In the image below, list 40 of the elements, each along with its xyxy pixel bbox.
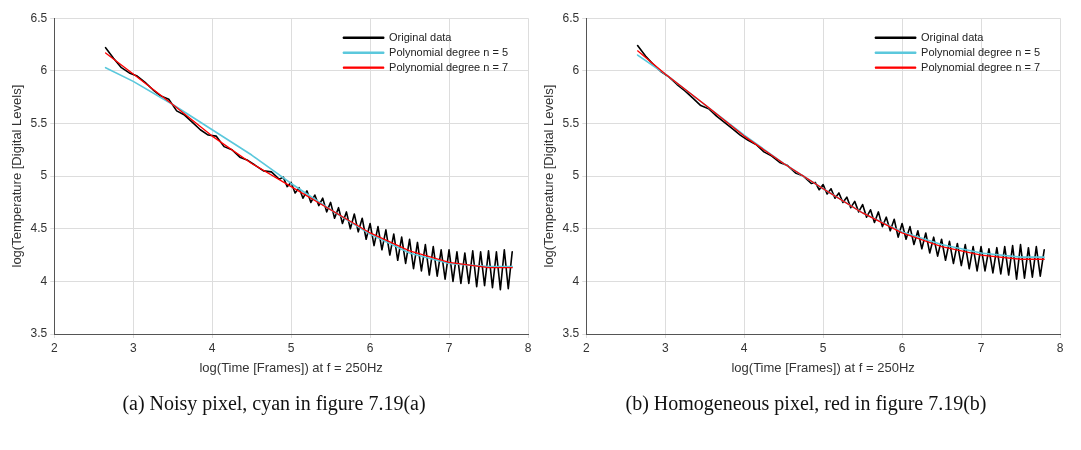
x-tick-label: 6 xyxy=(898,340,906,355)
y-tick-label: 6 xyxy=(572,63,580,78)
x-axis-title: log(Time [Frames]) at f = 250Hz xyxy=(199,359,383,375)
legend-label: Polynomial degree n = 5 xyxy=(921,45,1040,58)
y-axis-title: log(Temperature [Digital Levels] xyxy=(541,84,557,268)
legend-label: Polynomial degree n = 7 xyxy=(921,60,1040,73)
y-tick-label: 4.5 xyxy=(30,221,48,236)
legend-label: Polynomial degree n = 5 xyxy=(389,45,508,58)
y-tick-label: 5 xyxy=(572,168,580,183)
y-tick-label: 5 xyxy=(40,168,48,183)
legend-label: Polynomial degree n = 7 xyxy=(389,60,508,73)
x-tick-label: 3 xyxy=(129,340,137,355)
x-tick-label: 2 xyxy=(50,340,58,355)
x-tick-label: 7 xyxy=(977,340,985,355)
x-tick-label: 5 xyxy=(819,340,827,355)
y-tick-label: 4 xyxy=(572,273,580,288)
y-tick-label: 6 xyxy=(40,63,48,78)
legend-label: Original data xyxy=(921,30,985,43)
y-axis-title: log(Temperature [Digital Levels] xyxy=(9,84,25,268)
x-tick-label: 8 xyxy=(524,340,532,355)
y-tick-label: 4 xyxy=(40,273,48,288)
text: (b) Homogeneous pixel, red in figure 7.19(b) xyxy=(625,392,987,415)
y-tick-label: 3.5 xyxy=(30,326,48,341)
x-tick-label: 4 xyxy=(208,340,216,355)
y-tick-label: 4.5 xyxy=(562,221,580,236)
y-tick-label: 5.5 xyxy=(562,115,580,130)
x-tick-label: 2 xyxy=(582,340,590,355)
x-tick-label: 6 xyxy=(366,340,374,355)
y-tick-label: 6.5 xyxy=(30,10,48,25)
y-tick-label: 5.5 xyxy=(30,115,48,130)
x-tick-label: 8 xyxy=(1056,340,1064,355)
x-tick-label: 7 xyxy=(445,340,453,355)
x-tick-label: 3 xyxy=(661,340,669,355)
y-tick-label: 6.5 xyxy=(562,10,580,25)
text: (a) Noisy pixel, cyan in figure 7.19(a) xyxy=(122,392,426,415)
x-axis-title: log(Time [Frames]) at f = 250Hz xyxy=(731,359,915,375)
x-tick-label: 4 xyxy=(740,340,748,355)
x-tick-label: 5 xyxy=(287,340,295,355)
legend-label: Original data xyxy=(389,30,453,43)
y-tick-label: 3.5 xyxy=(562,326,580,341)
